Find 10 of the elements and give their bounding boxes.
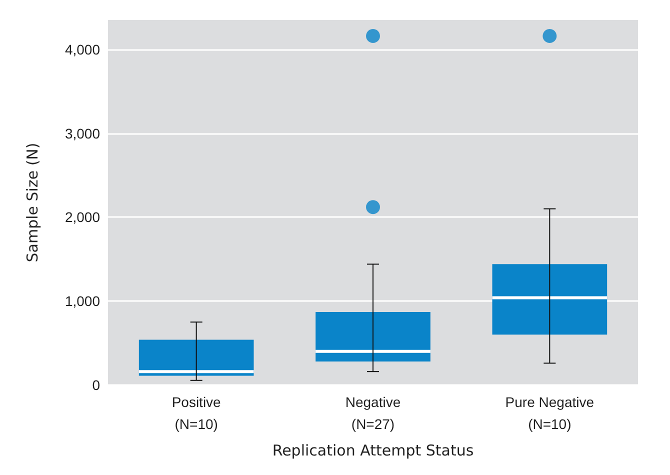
y-tick-label: 4,000 [64, 41, 100, 58]
y-tick-label: 1,000 [64, 293, 100, 310]
y-axis-title: Sample Size (N) [24, 142, 42, 262]
y-tick-label: 3,000 [64, 125, 100, 142]
x-tick-label: Pure Negative (N=10) [505, 394, 594, 432]
x-tick-label: Negative (N=27) [345, 394, 401, 432]
x-axis-title: Replication Attempt Status [272, 442, 474, 460]
x-tick-label: Positive (N=10) [172, 394, 222, 432]
y-tick-label: 0 [92, 377, 100, 393]
y-tick-label: 2,000 [64, 209, 100, 226]
